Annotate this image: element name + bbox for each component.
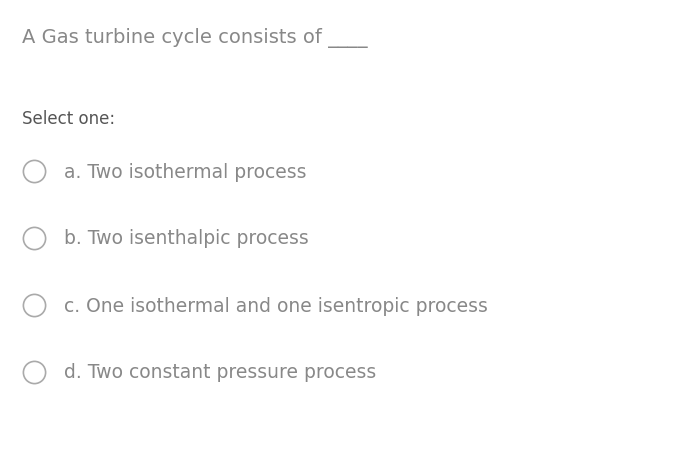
Text: A Gas turbine cycle consists of ____: A Gas turbine cycle consists of ____ xyxy=(22,28,367,48)
Text: c. One isothermal and one isentropic process: c. One isothermal and one isentropic pro… xyxy=(64,296,488,315)
Text: d. Two constant pressure process: d. Two constant pressure process xyxy=(64,363,376,382)
Text: b. Two isenthalpic process: b. Two isenthalpic process xyxy=(64,229,309,248)
Text: a. Two isothermal process: a. Two isothermal process xyxy=(64,162,306,181)
Text: Select one:: Select one: xyxy=(22,110,115,128)
